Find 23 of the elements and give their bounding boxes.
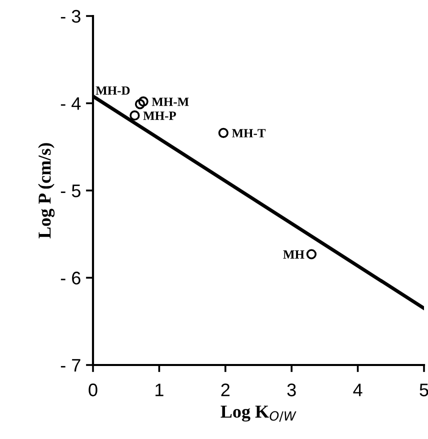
- x-tick-label: 3: [287, 384, 296, 396]
- x-tick-label: 4: [353, 384, 362, 396]
- point: [138, 96, 148, 107]
- point: [134, 99, 146, 110]
- y-tick-label: - 6: [60, 272, 80, 284]
- y-tick-label: - 4: [60, 97, 81, 110]
- x-tick-label: 0: [88, 384, 98, 396]
- annotation: MH-M: [152, 98, 189, 106]
- point: [218, 128, 228, 138]
- annotation: MH: [283, 250, 304, 259]
- y-tick-label: - 5: [60, 184, 80, 198]
- x-tick-label: 5: [420, 384, 428, 396]
- annotation: MH-D: [96, 86, 130, 95]
- point: [306, 249, 317, 260]
- y-tick-label: - 7: [60, 359, 80, 372]
- annotation: MH-P: [143, 112, 176, 120]
- y-axis-title: Log P (cm/s): [38, 143, 55, 238]
- x-tick-label: 2: [221, 384, 230, 396]
- point: [130, 110, 140, 121]
- x-axis-title: Log K$_{O/W}$: [220, 406, 296, 422]
- x-tick-label: 1: [156, 384, 164, 396]
- y-tick-label: - 3: [60, 10, 80, 23]
- annotation: MH-T: [232, 129, 266, 138]
